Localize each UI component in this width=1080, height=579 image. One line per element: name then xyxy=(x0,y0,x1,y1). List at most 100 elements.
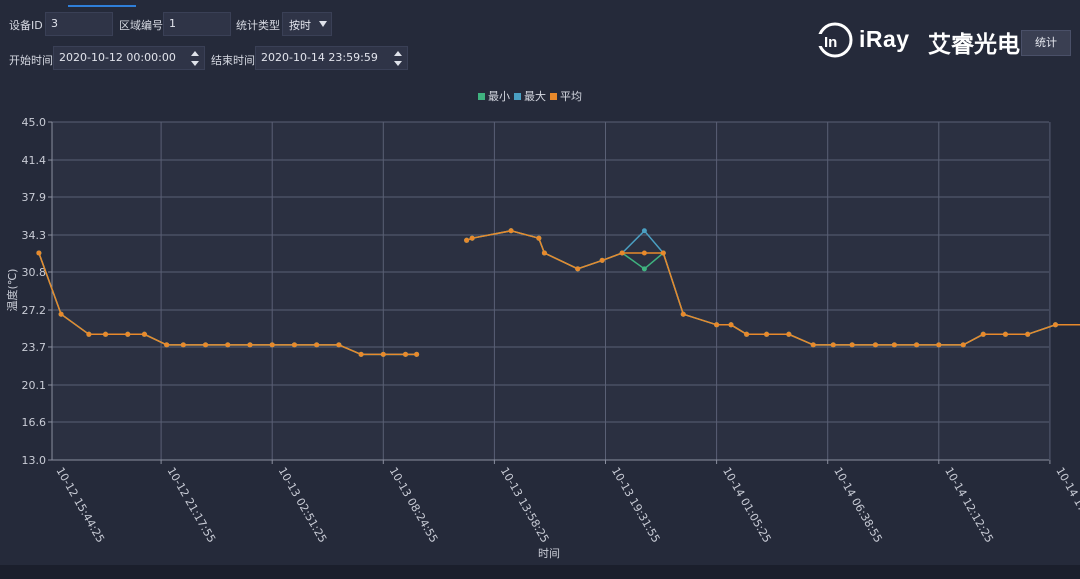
data-point xyxy=(1025,331,1031,337)
y-tick-label: 34.3 xyxy=(22,229,47,242)
data-point xyxy=(764,331,770,337)
end-time-input[interactable]: 2020-10-14 23:59:59 xyxy=(255,46,408,70)
data-point xyxy=(891,342,897,348)
y-tick-label: 45.0 xyxy=(22,116,47,129)
stat-type-value: 按时 xyxy=(289,19,311,32)
data-point xyxy=(660,250,666,256)
legend-label: 最大 xyxy=(524,89,546,103)
region-label: 区域编号 xyxy=(119,19,163,32)
start-time-label: 开始时间 xyxy=(9,54,53,67)
series-avg xyxy=(36,228,1080,357)
data-point xyxy=(469,235,475,241)
region-input[interactable]: 1 xyxy=(163,12,231,36)
logo-brand: iRay xyxy=(859,26,910,52)
statistics-button[interactable]: 统计 xyxy=(1021,30,1071,56)
y-tick-label: 41.4 xyxy=(22,154,47,167)
device-id-label: 设备ID xyxy=(9,19,43,32)
start-time-input[interactable]: 2020-10-12 00:00:00 xyxy=(53,46,205,70)
data-point xyxy=(575,266,581,272)
data-point xyxy=(58,311,64,317)
data-point xyxy=(508,228,514,234)
start-time-value: 2020-10-12 00:00:00 xyxy=(59,51,176,64)
data-point xyxy=(810,342,816,348)
legend-item[interactable]: 最大 xyxy=(514,89,546,103)
data-point xyxy=(164,342,170,348)
data-point xyxy=(830,342,836,348)
data-point xyxy=(536,235,542,241)
data-point xyxy=(714,322,720,328)
legend-item[interactable]: 平均 xyxy=(550,90,582,103)
y-tick-label: 30.8 xyxy=(22,266,47,279)
data-point xyxy=(247,342,253,348)
data-point xyxy=(980,331,986,337)
logo-cn-name: 艾睿光电 xyxy=(928,32,1020,58)
x-tick-label: 10-14 17:45:55 xyxy=(1053,465,1080,545)
grid xyxy=(52,121,1051,461)
y-tick-label: 23.7 xyxy=(22,341,47,354)
legend-label: 平均 xyxy=(560,90,582,103)
data-point xyxy=(380,351,386,357)
data-point xyxy=(786,331,792,337)
data-point xyxy=(225,342,231,348)
start-time-spinner[interactable] xyxy=(190,50,200,68)
data-point xyxy=(872,342,878,348)
device-id-input[interactable]: 3 xyxy=(45,12,113,36)
data-point xyxy=(728,322,734,328)
bottom-bar xyxy=(0,565,1080,579)
x-tick-label: 10-13 08:24:55 xyxy=(387,465,441,545)
series-line xyxy=(466,230,1080,346)
data-point xyxy=(914,342,920,348)
series xyxy=(36,228,1080,357)
legend[interactable]: 最小 最大 平均 xyxy=(478,89,582,103)
data-point xyxy=(403,351,409,357)
data-point xyxy=(269,342,275,348)
data-point xyxy=(960,342,966,348)
spin-up-icon xyxy=(394,51,402,56)
spin-up-icon xyxy=(191,51,199,56)
toolbar: 设备ID 3 区域编号 1 统计类型 按时 开始时间 2020-10-12 00… xyxy=(0,0,1080,78)
x-tick-label: 10-13 02:51:25 xyxy=(276,465,330,545)
data-point xyxy=(203,342,209,348)
chevron-down-icon xyxy=(319,21,327,27)
data-point xyxy=(36,250,42,256)
legend-swatch-icon xyxy=(550,93,557,100)
data-point xyxy=(414,351,420,357)
data-point xyxy=(291,342,297,348)
x-tick-label: 10-12 15:44:25 xyxy=(53,465,107,545)
y-tick-label: 13.0 xyxy=(22,454,47,467)
x-axis-title: 时间 xyxy=(538,547,560,560)
data-point xyxy=(619,250,625,256)
data-point xyxy=(641,228,647,234)
x-tick-label: 10-14 01:05:25 xyxy=(720,465,774,545)
data-point xyxy=(641,250,647,256)
logo-mark-icon: In xyxy=(817,22,853,58)
legend-swatch-icon xyxy=(478,93,485,100)
data-point xyxy=(125,331,131,337)
chart-panel: 13.0 16.6 20.1 23.7 27.2 30.8 34.3 37.9 41.4 45.0… xyxy=(0,78,1080,565)
legend-label: 最小 xyxy=(488,90,510,103)
data-point xyxy=(141,331,147,337)
y-tick-label: 16.6 xyxy=(22,416,47,429)
end-time-label: 结束时间 xyxy=(211,54,255,67)
logo-mark-text: In xyxy=(824,34,837,51)
data-point xyxy=(314,342,320,348)
legend-swatch-icon xyxy=(514,93,521,100)
company-logo: In iRay 艾睿光电 xyxy=(815,20,1020,60)
stat-type-select[interactable]: 按时 xyxy=(282,12,332,36)
x-tick-label: 10-13 13:58:25 xyxy=(498,465,552,545)
y-tick-label: 37.9 xyxy=(22,191,47,204)
end-time-value: 2020-10-14 23:59:59 xyxy=(261,51,378,64)
x-tick-label: 10-14 12:12:25 xyxy=(942,465,996,545)
x-tick-label: 10-12 21:17:55 xyxy=(165,465,219,545)
plot-area xyxy=(52,122,1049,460)
data-point xyxy=(641,266,647,272)
stat-type-label: 统计类型 xyxy=(236,19,280,32)
y-axis-title: 温度(℃) xyxy=(5,269,19,312)
legend-item[interactable]: 最小 xyxy=(478,90,510,103)
data-point xyxy=(936,342,942,348)
data-point xyxy=(464,237,470,243)
data-point xyxy=(849,342,855,348)
data-point xyxy=(358,351,364,357)
end-time-spinner[interactable] xyxy=(393,50,403,68)
data-point xyxy=(744,331,750,337)
